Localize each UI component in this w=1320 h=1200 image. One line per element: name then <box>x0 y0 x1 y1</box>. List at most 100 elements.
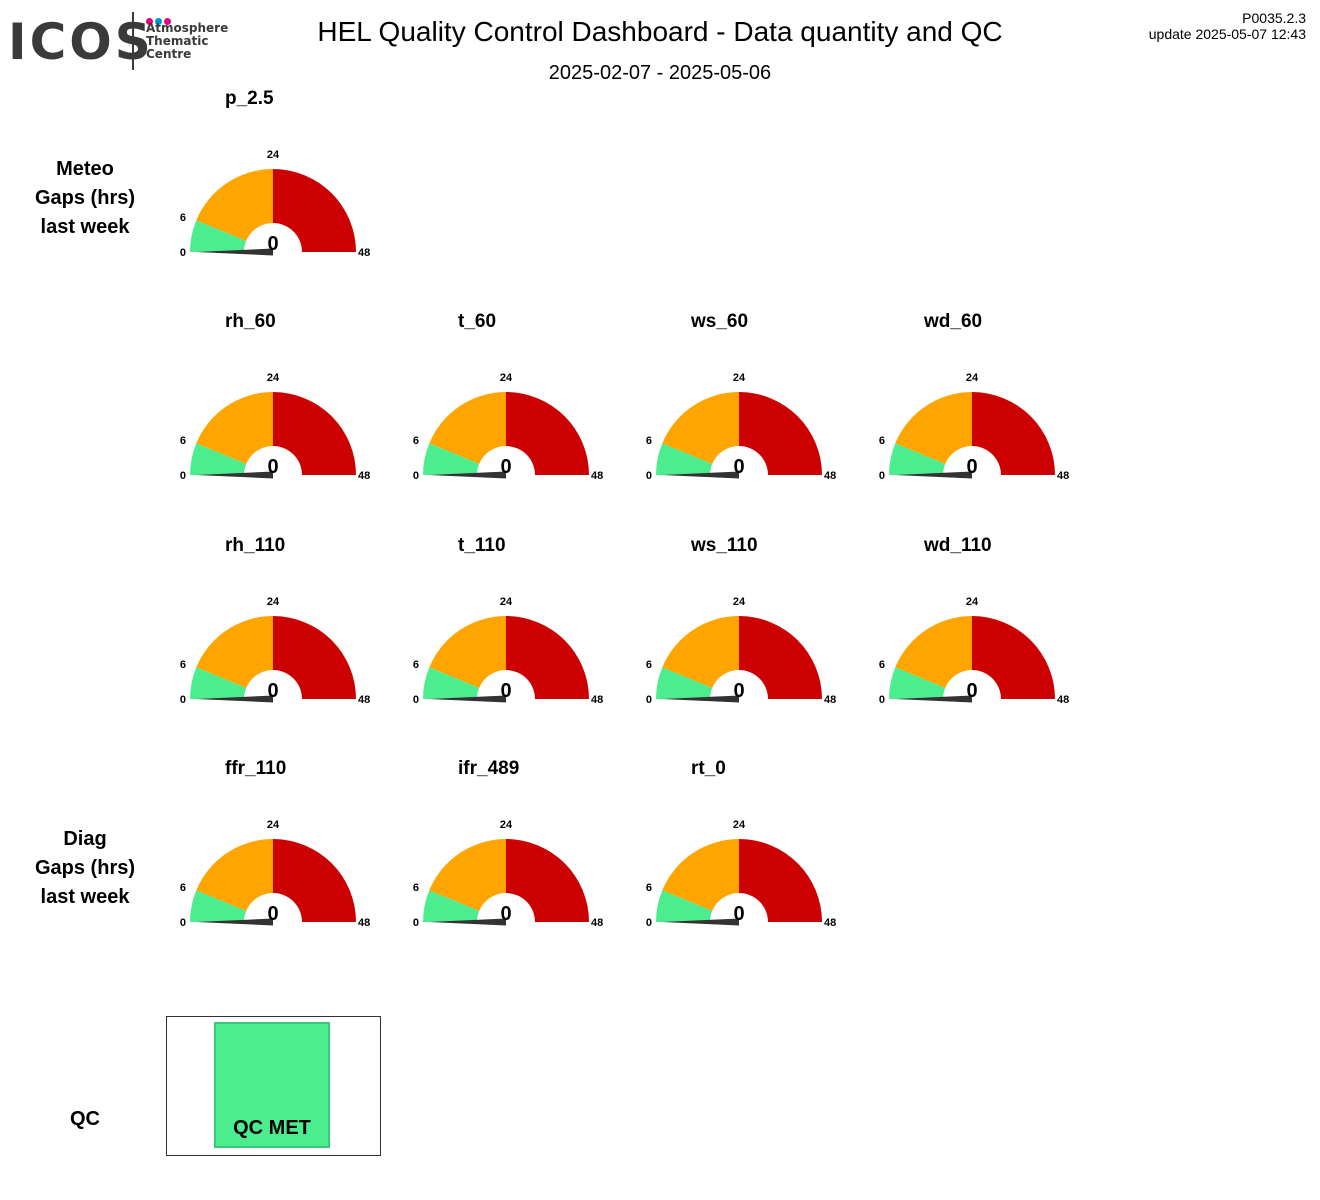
gauge-svg: rt_0 0 6 24 48 0 <box>646 758 836 929</box>
gauge-tick-label: 6 <box>180 212 186 224</box>
gauge-needle <box>895 471 972 479</box>
gauge-band <box>273 392 356 475</box>
gauge-band <box>196 392 273 464</box>
qc-status-panel: QC MET <box>166 1016 381 1156</box>
gauge-needle <box>662 918 739 926</box>
gauge-tick-label: 0 <box>879 470 885 482</box>
gauge-band <box>972 616 1055 699</box>
gauge-band <box>889 443 946 475</box>
gauge-band <box>889 667 946 699</box>
gauge-title: rh_60 <box>225 311 276 332</box>
logo-line: Atmosphere <box>146 21 229 35</box>
gauge-band <box>196 169 273 241</box>
gauge-tick-label: 6 <box>646 659 652 671</box>
gauge-svg: ifr_489 0 6 24 48 0 <box>413 758 603 929</box>
gauge-tick-label: 24 <box>966 372 979 384</box>
gauge-tick-label: 0 <box>413 917 419 929</box>
gauge-band <box>196 616 273 688</box>
gauge-tick-label: 6 <box>646 435 652 447</box>
gauge-needle <box>196 695 273 703</box>
row-label-line: QC <box>70 1108 100 1130</box>
row-label-line: Diag <box>63 828 107 850</box>
meteo-row-label: Meteo Gaps (hrs) last week <box>0 155 170 242</box>
gauge-band <box>656 443 713 475</box>
gauge-tick-label: 0 <box>646 470 652 482</box>
gauge-value: 0 <box>733 680 744 702</box>
gauge-tick-label: 48 <box>824 470 836 482</box>
gauge-band <box>273 169 356 252</box>
gauge-title: rt_0 <box>691 758 726 779</box>
gauge-svg: ffr_110 0 6 24 48 0 <box>180 758 370 929</box>
gauge-title: p_2.5 <box>225 88 274 109</box>
qc-row-label: QC <box>0 1105 170 1134</box>
icos-logo: ICOS Atmosphere Thematic Centre <box>8 10 228 74</box>
gauge-svg: ws_110 0 6 24 48 0 <box>646 535 836 706</box>
update-timestamp: update 2025-05-07 12:43 <box>1148 26 1306 42</box>
gauge-value: 0 <box>966 680 977 702</box>
gauge-tick-label: 0 <box>646 917 652 929</box>
gauge-svg: rh_60 0 6 24 48 0 <box>180 311 370 482</box>
gauge-tick-label: 48 <box>591 917 603 929</box>
version-info: P0035.2.3 update 2025-05-07 12:43 <box>1149 10 1306 42</box>
gauge-tick-label: 24 <box>733 596 746 608</box>
gauge-wd_60: wd_60 0 6 24 48 0 <box>864 308 1094 483</box>
gauge-tick-label: 48 <box>824 694 836 706</box>
gauge-needle <box>196 918 273 926</box>
gauge-value: 0 <box>267 456 278 478</box>
row-label-line: Gaps (hrs) <box>34 187 136 209</box>
gauge-value: 0 <box>500 680 511 702</box>
gauge-needle <box>429 471 506 479</box>
period-range: 2025-02-07 - 2025-05-06 <box>548 62 772 84</box>
gauge-value: 0 <box>267 233 278 255</box>
gauge-needle <box>429 918 506 926</box>
gauge-tick-label: 48 <box>358 470 370 482</box>
gauge-tick-label: 0 <box>180 470 186 482</box>
gauge-title: t_60 <box>458 311 496 332</box>
gauge-band <box>739 616 822 699</box>
gauge-svg: t_110 0 6 24 48 0 <box>413 535 603 706</box>
gauge-band <box>423 890 480 922</box>
gauge-tick-label: 24 <box>500 372 513 384</box>
gauge-rh_110: rh_110 0 6 24 48 0 <box>165 532 395 707</box>
gauge-band <box>273 839 356 922</box>
gauge-band <box>656 667 713 699</box>
gauge-needle <box>662 471 739 479</box>
gauge-band <box>662 616 739 688</box>
gauge-title: wd_110 <box>923 535 992 556</box>
logo-line: Centre <box>146 47 192 61</box>
gauge-band <box>190 890 247 922</box>
gauge-title: ws_60 <box>690 311 748 332</box>
gauge-tick-label: 24 <box>500 819 513 831</box>
gauge-tick-label: 24 <box>267 596 280 608</box>
gauge-t_110: t_110 0 6 24 48 0 <box>398 532 628 707</box>
qc-status-indicator: QC MET <box>214 1022 330 1148</box>
gauge-title: ffr_110 <box>225 758 286 779</box>
gauge-tick-label: 6 <box>413 659 419 671</box>
gauge-value: 0 <box>267 680 278 702</box>
logo-dot <box>146 18 153 25</box>
gauge-band <box>662 839 739 911</box>
gauge-band <box>739 839 822 922</box>
gauge-tick-label: 6 <box>879 659 885 671</box>
gauge-tick-label: 48 <box>358 917 370 929</box>
gauge-ffr_110: ffr_110 0 6 24 48 0 <box>165 755 395 930</box>
gauge-ifr_489: ifr_489 0 6 24 48 0 <box>398 755 628 930</box>
logo-dots <box>146 12 173 30</box>
gauge-band <box>190 220 247 252</box>
qc-status-label: QC MET <box>233 1117 311 1139</box>
gauge-tick-label: 6 <box>646 882 652 894</box>
logo-wordmark: ICOS <box>8 13 154 71</box>
gauge-ws_60: ws_60 0 6 24 48 0 <box>631 308 861 483</box>
logo-divider <box>132 12 134 70</box>
gauge-band <box>196 839 273 911</box>
gauge-title: ws_110 <box>690 535 758 556</box>
gauge-tick-label: 0 <box>413 470 419 482</box>
gauge-band <box>429 392 506 464</box>
gauge-title: wd_60 <box>923 311 982 332</box>
logo-dot <box>164 18 171 25</box>
gauge-band <box>429 839 506 911</box>
gauge-band <box>506 392 589 475</box>
gauge-p_2.5: p_2.5 0 6 24 48 0 <box>165 85 395 260</box>
gauge-needle <box>662 695 739 703</box>
gauge-band <box>972 392 1055 475</box>
